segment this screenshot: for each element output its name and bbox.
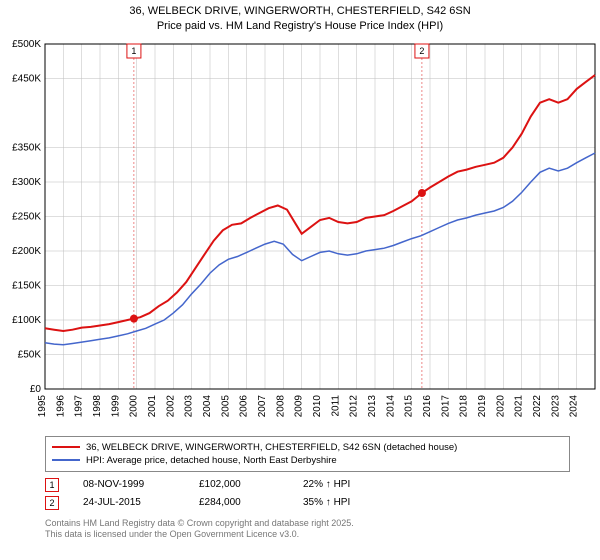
legend-label: HPI: Average price, detached house, Nort… bbox=[86, 455, 337, 466]
footer-attribution: Contains HM Land Registry data © Crown c… bbox=[45, 518, 570, 541]
chart-area: £0 £50K £100K £150K £200K £250K £300K £350K £450… bbox=[0, 34, 600, 434]
sale-row: 1 08-NOV-1999 £102,000 22% ↑ HPI bbox=[45, 476, 570, 494]
y-tick-label: £450K bbox=[12, 73, 41, 84]
x-tick-label: 2003 bbox=[184, 394, 195, 417]
sale-row: 2 24-JUL-2015 £284,000 35% ↑ HPI bbox=[45, 494, 570, 512]
sale-row-price: £284,000 bbox=[199, 497, 279, 508]
legend-swatch bbox=[52, 459, 80, 461]
legend-item: HPI: Average price, detached house, Nort… bbox=[52, 454, 563, 467]
x-tick-label: 2002 bbox=[165, 394, 176, 417]
sale-marker-label: 2 bbox=[419, 46, 424, 56]
y-tick-label: £150K bbox=[12, 280, 41, 291]
x-tick-label: 2016 bbox=[422, 394, 433, 417]
x-tick-label: 2015 bbox=[404, 394, 415, 417]
sales-table: 1 08-NOV-1999 £102,000 22% ↑ HPI 2 24-JUL-201… bbox=[45, 476, 570, 512]
x-tick-label: 2001 bbox=[147, 394, 158, 417]
x-tick-label: 2024 bbox=[569, 394, 580, 417]
y-tick-label: £0 bbox=[30, 384, 42, 395]
legend-item: 36, WELBECK DRIVE, WINGERWORTH, CHESTERF… bbox=[52, 441, 563, 454]
sale-row-price: £102,000 bbox=[199, 479, 279, 490]
legend-label: 36, WELBECK DRIVE, WINGERWORTH, CHESTERF… bbox=[86, 442, 457, 453]
sale-data-point bbox=[418, 189, 426, 197]
sale-data-point bbox=[130, 314, 138, 322]
x-tick-label: 2000 bbox=[129, 394, 140, 417]
x-tick-label: 2017 bbox=[440, 394, 451, 417]
x-tick-label: 2014 bbox=[385, 394, 396, 417]
x-tick-label: 1997 bbox=[74, 394, 85, 417]
x-tick-label: 2013 bbox=[367, 394, 378, 417]
legend: 36, WELBECK DRIVE, WINGERWORTH, CHESTERF… bbox=[45, 436, 570, 472]
chart-title: 36, WELBECK DRIVE, WINGERWORTH, CHESTERF… bbox=[0, 0, 600, 34]
line-chart: £0 £50K £100K £150K £200K £250K £300K £350K £450… bbox=[0, 34, 600, 434]
x-tick-label: 2021 bbox=[514, 394, 525, 417]
footer-line2: This data is licensed under the Open Gov… bbox=[45, 529, 570, 541]
sale-row-diff: 35% ↑ HPI bbox=[303, 497, 393, 508]
x-tick-label: 2020 bbox=[495, 394, 506, 417]
y-tick-label: £250K bbox=[12, 211, 41, 222]
x-tick-label: 2008 bbox=[275, 394, 286, 417]
sale-marker-label: 1 bbox=[131, 46, 136, 56]
x-tick-label: 2005 bbox=[220, 394, 231, 417]
x-tick-label: 2009 bbox=[294, 394, 305, 417]
sale-row-date: 08-NOV-1999 bbox=[83, 479, 175, 490]
y-tick-label: £100K bbox=[12, 315, 41, 326]
x-tick-label: 2012 bbox=[349, 394, 360, 417]
sale-row-date: 24-JUL-2015 bbox=[83, 497, 175, 508]
legend-swatch bbox=[52, 446, 80, 448]
y-tick-label: £200K bbox=[12, 246, 41, 257]
x-tick-label: 1999 bbox=[110, 394, 121, 417]
x-tick-label: 2019 bbox=[477, 394, 488, 417]
title-line2: Price paid vs. HM Land Registry's House … bbox=[10, 19, 590, 34]
sale-row-marker: 1 bbox=[45, 478, 59, 492]
sale-row-diff: 22% ↑ HPI bbox=[303, 479, 393, 490]
x-tick-label: 2011 bbox=[330, 394, 341, 416]
x-tick-label: 2006 bbox=[239, 394, 250, 417]
x-tick-label: 1996 bbox=[55, 394, 66, 417]
x-tick-label: 1998 bbox=[92, 394, 103, 417]
y-tick-label: £300K bbox=[12, 177, 41, 188]
y-tick-label: £500K bbox=[12, 39, 41, 50]
x-tick-label: 2018 bbox=[459, 394, 470, 417]
title-line1: 36, WELBECK DRIVE, WINGERWORTH, CHESTERF… bbox=[10, 4, 590, 19]
footer-line1: Contains HM Land Registry data © Crown c… bbox=[45, 518, 570, 530]
sale-row-marker: 2 bbox=[45, 496, 59, 510]
x-tick-label: 2007 bbox=[257, 394, 268, 417]
y-tick-label: £50K bbox=[18, 349, 42, 360]
x-tick-label: 1995 bbox=[37, 394, 48, 417]
y-tick-label: £350K bbox=[12, 142, 41, 153]
x-tick-label: 2010 bbox=[312, 394, 323, 417]
x-tick-label: 2022 bbox=[532, 394, 543, 417]
x-tick-label: 2023 bbox=[550, 394, 561, 417]
x-tick-label: 2004 bbox=[202, 394, 213, 417]
